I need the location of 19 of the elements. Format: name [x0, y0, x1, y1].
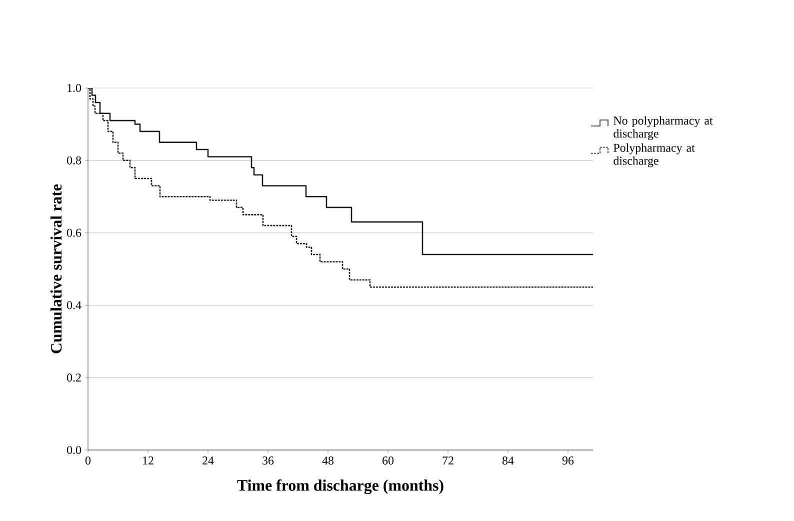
x-tick-label: 12: [143, 456, 154, 464]
y-tick-label: 0.0: [67, 446, 82, 454]
y-tick-label: 0.6: [67, 228, 82, 237]
x-axis-title: Time from discharge (months): [237, 479, 444, 494]
y-tick-label: 0.2: [67, 374, 81, 382]
x-tick-label: 72: [442, 456, 454, 464]
x-tick-label: 0: [85, 456, 91, 465]
legend-label: No polypharmacy at discharge: [614, 116, 713, 140]
x-tick-label: 48: [322, 456, 334, 465]
y-tick-label: 0.8: [67, 156, 82, 164]
x-tick-label: 96: [562, 456, 574, 465]
x-tick-label: 60: [382, 456, 394, 465]
y-tick-label: 0.4: [67, 301, 82, 310]
y-axis-title: Cumulative survival rate: [50, 184, 62, 354]
y-tick-label: 1.0: [68, 84, 82, 92]
x-tick-label: 24: [202, 456, 214, 464]
legend-label: Polypharmacy at discharge: [614, 143, 695, 168]
x-tick-label: 36: [262, 456, 274, 465]
x-tick-label: 84: [502, 456, 514, 465]
